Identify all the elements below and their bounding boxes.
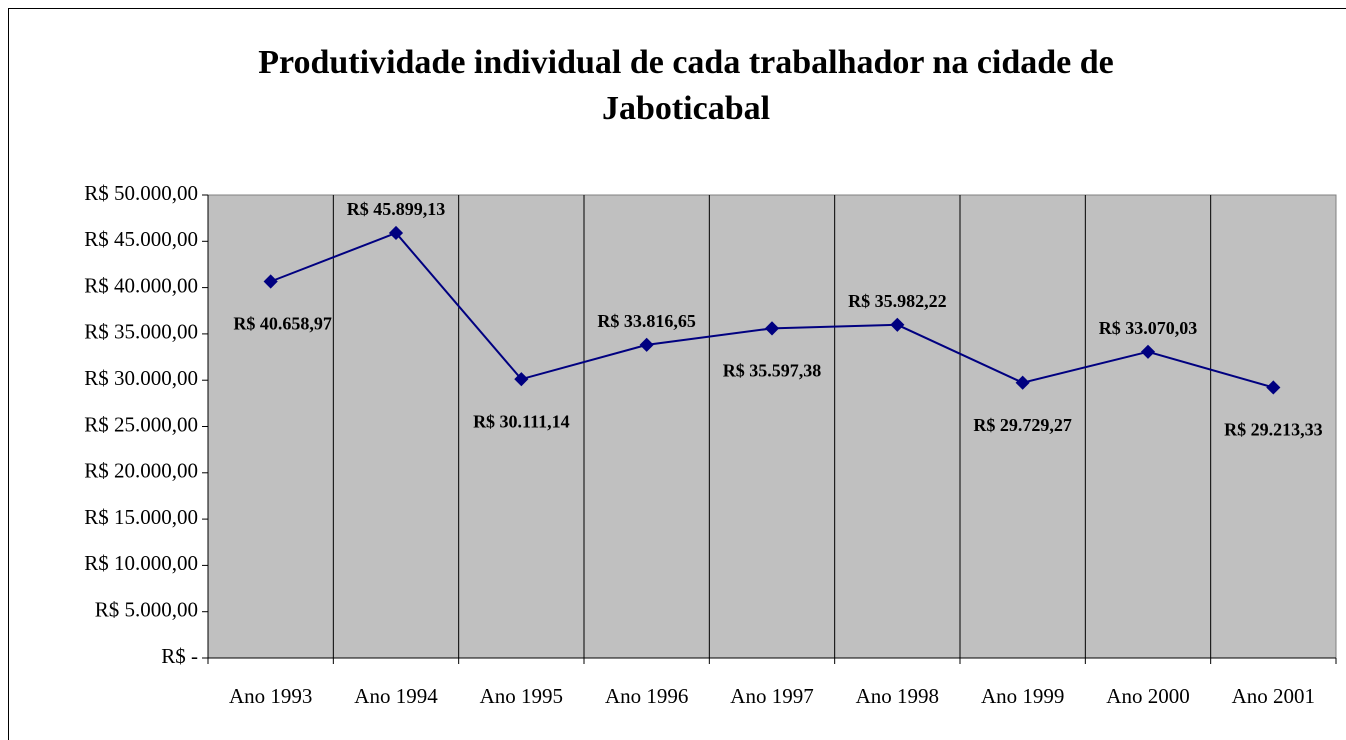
x-tick-label: Ano 1999 [981, 684, 1064, 708]
y-tick-label: R$ 40.000,00 [84, 273, 198, 297]
data-label: R$ 29.213,33 [1224, 420, 1323, 440]
y-tick-label: R$ 5.000,00 [95, 598, 198, 622]
x-tick-label: Ano 1998 [856, 684, 939, 708]
y-tick-label: R$ 45.000,00 [84, 227, 198, 251]
data-label: R$ 35.982,22 [848, 291, 947, 311]
y-tick-label: R$ 25.000,00 [84, 412, 198, 436]
y-tick-label: R$ 50.000,00 [84, 181, 198, 205]
chart-title: Produtividade individual de cada trabalh… [258, 44, 1114, 127]
data-label: R$ 33.816,65 [597, 311, 696, 331]
x-tick-label: Ano 1994 [354, 684, 438, 708]
plot-area [207, 194, 1337, 659]
data-label: R$ 29.729,27 [973, 415, 1072, 435]
marker [1140, 344, 1156, 359]
data-label: R$ 40.658,97 [233, 314, 332, 334]
marker [514, 372, 529, 387]
y-tick-label: R$ 10.000,00 [84, 551, 198, 575]
marker [1266, 380, 1281, 395]
marker [388, 225, 404, 241]
y-tick-label: R$ - [161, 644, 198, 668]
x-tick-label: Ano 1996 [605, 684, 688, 708]
y-tick-label: R$ 30.000,00 [84, 366, 198, 390]
marker [764, 321, 780, 336]
marker [263, 274, 278, 289]
x-tick-label: Ano 1995 [480, 684, 563, 708]
marker [890, 317, 905, 332]
data-label: R$ 30.111,14 [473, 411, 570, 431]
x-tick-label: Ano 1997 [730, 684, 813, 708]
x-tick-label: Ano 2001 [1232, 684, 1315, 708]
y-tick-label: R$ 20.000,00 [84, 459, 198, 483]
x-tick-label: Ano 1993 [229, 684, 312, 708]
data-label: R$ 33.070,03 [1099, 318, 1198, 338]
y-tick-label: R$ 35.000,00 [84, 320, 198, 344]
x-tick-label: Ano 2000 [1106, 684, 1189, 708]
data-label: R$ 45.899,13 [347, 199, 446, 219]
data-label: R$ 35.597,38 [723, 360, 822, 380]
y-tick-label: R$ 15.000,00 [84, 505, 198, 529]
chart-border [8, 8, 1346, 740]
marker [639, 337, 654, 352]
